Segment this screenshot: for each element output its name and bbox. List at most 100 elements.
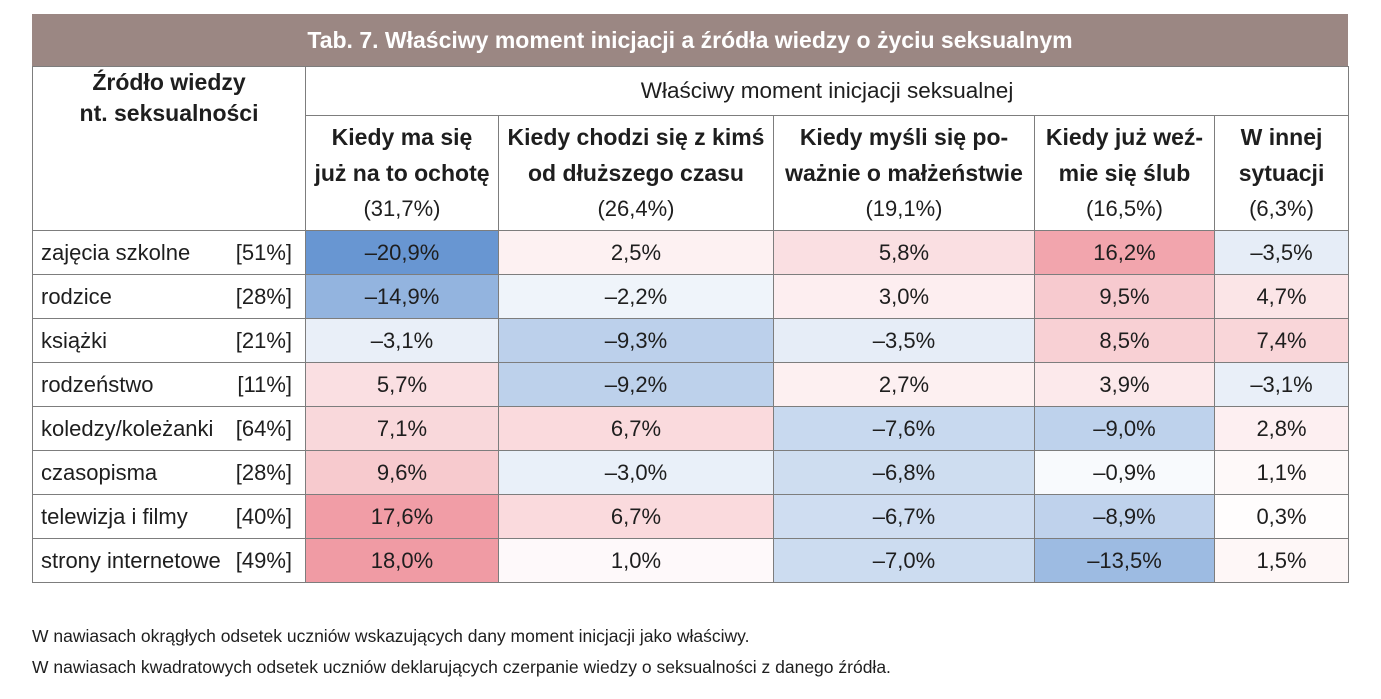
- row-label-box-8: strony internetowe [49%]: [33, 539, 305, 582]
- data-cell-r3-c4: 8,5%: [1034, 318, 1215, 363]
- data-cell-value-r2-c1: –14,9%: [306, 275, 498, 318]
- row-label-box-6: czasopisma [28%]: [33, 451, 305, 494]
- data-cell-value-r8-c3: –7,0%: [774, 539, 1034, 582]
- row-label-cell-2: rodzice [28%]: [32, 274, 306, 319]
- data-cell-r8-c2: 1,0%: [498, 538, 774, 583]
- data-cell-value-r3-c1: –3,1%: [306, 319, 498, 362]
- row-share-1: [51%]: [235, 240, 292, 265]
- data-cell-value-r1-c1: –20,9%: [306, 231, 498, 274]
- data-cell-r5-c2: 6,7%: [498, 406, 774, 451]
- row-label-8: strony internetowe: [41, 548, 221, 573]
- row-label-2: rodzice: [41, 284, 112, 309]
- row-label-1: zajęcia szkolne: [41, 240, 191, 265]
- data-cell-value-r1-c2: 2,5%: [499, 231, 773, 274]
- note-square-brackets: W nawiasach kwadratowych odsetek uczniów…: [32, 657, 891, 677]
- data-cell-value-r6-c3: –6,8%: [774, 451, 1034, 494]
- data-cell-value-r2-c3: 3,0%: [774, 275, 1034, 318]
- data-cell-value-r1-c3: 5,8%: [774, 231, 1034, 274]
- data-cell-value-r3-c5: 7,4%: [1215, 319, 1349, 362]
- column-share-1: (31,7%): [363, 196, 441, 221]
- data-cell-value-r2-c5: 4,7%: [1215, 275, 1349, 318]
- table-row-8: strony internetowe [49%] 18,0% 1,0% –7,0% –13…: [32, 538, 1350, 583]
- data-cell-r3-c5: 7,4%: [1213, 318, 1350, 363]
- row-label-cell-3: książki [21%]: [32, 318, 306, 363]
- column-header-2-line-2: od dłuższego czasu: [528, 160, 744, 186]
- data-cell-r4-c5: –3,1%: [1213, 362, 1350, 407]
- data-cell-value-r7-c3: –6,7%: [774, 495, 1034, 538]
- table-row-4: rodzeństwo [11%] 5,7% –9,2% 2,7% 3,9% –3,1%: [32, 362, 1350, 407]
- row-label-box-5: koledzy/koleżanki [64%]: [33, 407, 305, 450]
- data-cell-value-r7-c5: 0,3%: [1215, 495, 1349, 538]
- data-cell-r1-c4: 16,2%: [1034, 230, 1215, 275]
- data-cell-r2-c4: 9,5%: [1034, 274, 1215, 319]
- column-header-4-line-2: mie się ślub: [1058, 160, 1191, 186]
- column-header-3: Kiedy myśli się po-ważnie o małżeństwie (…: [773, 115, 1035, 231]
- data-cell-r1-c1: –20,9%: [305, 230, 499, 275]
- data-cell-value-r5-c3: –7,6%: [774, 407, 1034, 450]
- row-share-2: [28%]: [235, 284, 292, 309]
- column-header-1: Kiedy ma się już na to ochotę (31,7%): [305, 115, 499, 231]
- data-cell-value-r7-c4: –8,9%: [1035, 495, 1214, 538]
- row-label-box-4: rodzeństwo [11%]: [33, 363, 305, 406]
- data-cell-value-r6-c4: –0,9%: [1035, 451, 1214, 494]
- table-notes: W nawiasach okrągłych odsetek uczniów ws…: [32, 621, 891, 683]
- header-row-group: Źródło wiedzy nt. seksualności Właściwy …: [32, 66, 1350, 231]
- data-cell-value-r6-c2: –3,0%: [499, 451, 773, 494]
- data-cell-r4-c2: –9,2%: [498, 362, 774, 407]
- data-cell-value-r5-c2: 6,7%: [499, 407, 773, 450]
- data-cell-value-r7-c1: 17,6%: [306, 495, 498, 538]
- row-label-cell-6: czasopisma [28%]: [32, 450, 306, 495]
- data-cell-r1-c5: –3,5%: [1213, 230, 1350, 275]
- data-cell-r7-c5: 0,3%: [1213, 494, 1350, 539]
- data-cell-value-r5-c5: 2,8%: [1215, 407, 1349, 450]
- row-label-7: telewizja i filmy: [41, 504, 188, 529]
- data-cell-r8-c5: 1,5%: [1213, 538, 1350, 583]
- column-header-2-line-1: Kiedy chodzi się z kimś: [507, 124, 765, 150]
- row-share-3: [21%]: [235, 328, 292, 353]
- data-cell-value-r4-c3: 2,7%: [774, 363, 1034, 406]
- data-cell-r8-c1: 18,0%: [305, 538, 499, 583]
- data-cell-value-r4-c1: 5,7%: [306, 363, 498, 406]
- data-cell-value-r3-c3: –3,5%: [774, 319, 1034, 362]
- table-head: Źródło wiedzy nt. seksualności Właściwy …: [32, 66, 1350, 231]
- row-label-4: rodzeństwo: [41, 372, 154, 397]
- column-header-4: Kiedy już weź-mie się ślub (16,5%): [1034, 115, 1215, 231]
- table-title: Tab. 7. Właściwy moment inicjacji a źród…: [32, 14, 1348, 66]
- row-share-4: [11%]: [237, 372, 292, 397]
- data-cell-r5-c1: 7,1%: [305, 406, 499, 451]
- row-header-line-2: nt. seksualności: [79, 100, 259, 126]
- data-cell-r5-c4: –9,0%: [1034, 406, 1215, 451]
- data-cell-r6-c1: 9,6%: [305, 450, 499, 495]
- data-cell-r3-c1: –3,1%: [305, 318, 499, 363]
- data-cell-value-r5-c1: 7,1%: [306, 407, 498, 450]
- table-row-3: książki [21%] –3,1% –9,3% –3,5% 8,5% 7,4%: [32, 318, 1350, 363]
- data-cell-value-r5-c4: –9,0%: [1035, 407, 1214, 450]
- row-label-cell-5: koledzy/koleżanki [64%]: [32, 406, 306, 451]
- row-label-box-1: zajęcia szkolne [51%]: [33, 231, 305, 274]
- column-share-5: (6,3%): [1249, 196, 1314, 221]
- data-cell-value-r6-c5: 1,1%: [1215, 451, 1349, 494]
- column-header-1-line-1: Kiedy ma się: [331, 124, 473, 150]
- column-group-header: Właściwy moment inicjacji seksualnej: [304, 66, 1350, 116]
- note-round-brackets: W nawiasach okrągłych odsetek uczniów ws…: [32, 626, 750, 646]
- column-header-3-line-2: ważnie o małżeństwie: [785, 160, 1023, 186]
- data-cell-r3-c3: –3,5%: [773, 318, 1035, 363]
- data-cell-r4-c3: 2,7%: [773, 362, 1035, 407]
- row-header: Źródło wiedzy nt. seksualności: [32, 66, 306, 231]
- data-cell-r4-c4: 3,9%: [1034, 362, 1215, 407]
- table-row-2: rodzice [28%] –14,9% –2,2% 3,0% 9,5% 4,7%: [32, 274, 1350, 319]
- header-row-columns: Kiedy ma się już na to ochotę (31,7%) Kiedy…: [33, 115, 1350, 231]
- row-share-7: [40%]: [235, 504, 292, 529]
- column-share-3: (19,1%): [865, 196, 943, 221]
- data-cell-r1-c2: 2,5%: [498, 230, 774, 275]
- table-row-5: koledzy/koleżanki [64%] 7,1% 6,7% –7,6% –9,0%…: [32, 406, 1350, 451]
- data-cell-r3-c2: –9,3%: [498, 318, 774, 363]
- data-cell-r2-c3: 3,0%: [773, 274, 1035, 319]
- column-header-5-line-1: W innej: [1240, 124, 1323, 150]
- data-cell-value-r8-c4: –13,5%: [1035, 539, 1214, 582]
- data-cell-r5-c3: –7,6%: [773, 406, 1035, 451]
- data-cell-r2-c2: –2,2%: [498, 274, 774, 319]
- row-share-6: [28%]: [235, 460, 292, 485]
- data-cell-value-r7-c2: 6,7%: [499, 495, 773, 538]
- data-cell-value-r3-c2: –9,3%: [499, 319, 773, 362]
